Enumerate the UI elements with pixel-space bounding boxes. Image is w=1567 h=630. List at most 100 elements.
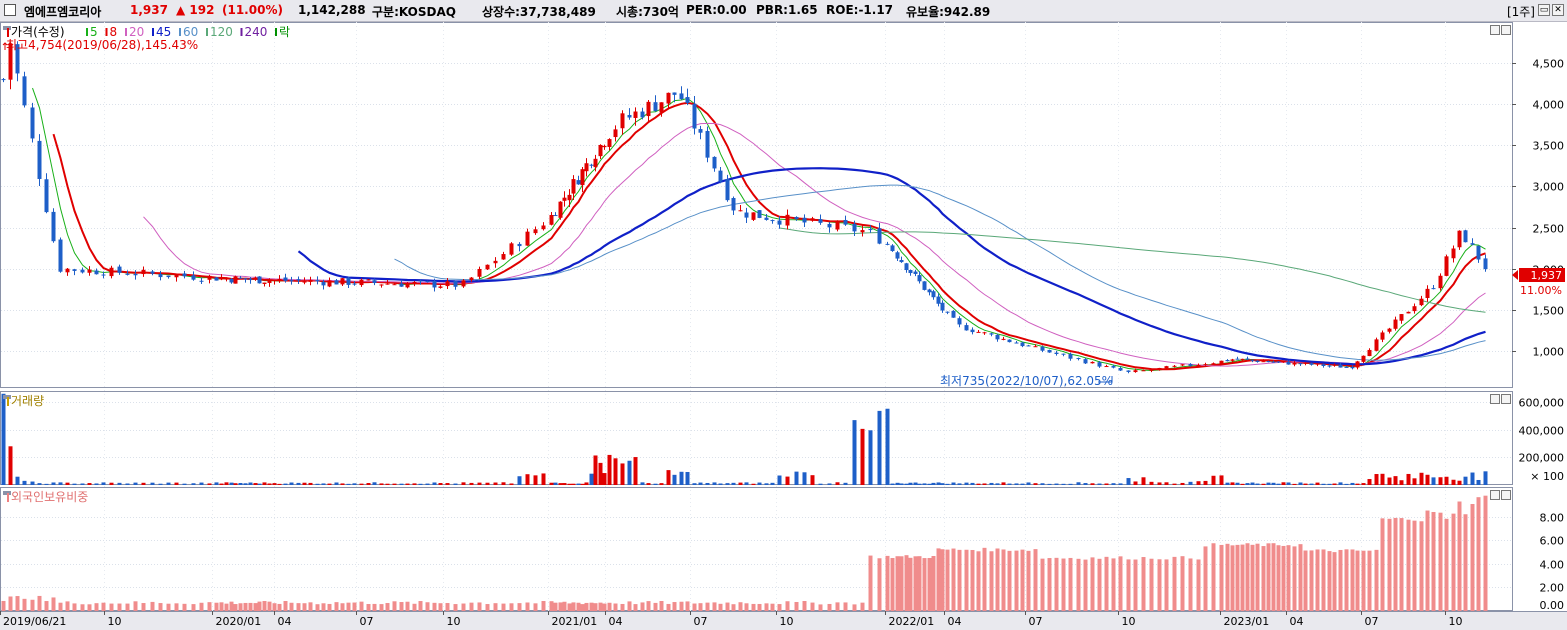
last-price-label: 1,937 — [1531, 269, 1563, 282]
foreign-bar — [1033, 549, 1038, 611]
candle-body — [593, 158, 598, 168]
candle-body — [51, 211, 56, 242]
volume-bar — [1235, 482, 1240, 485]
volume-bar — [1470, 472, 1475, 485]
volume-bar — [751, 483, 756, 485]
minimize-icon[interactable]: ▭ — [1538, 4, 1550, 16]
volume-bar — [8, 446, 13, 485]
candle-body — [1, 79, 6, 81]
foreign-tick-label: 0.00 — [1540, 599, 1565, 612]
volume-bar — [1196, 481, 1201, 485]
candle-body — [1425, 288, 1430, 298]
candle-body — [1188, 364, 1193, 366]
candle-body — [289, 280, 294, 282]
foreign-bar — [1126, 559, 1131, 611]
volume-bar — [1321, 483, 1326, 485]
foreign-bar — [65, 601, 70, 611]
candle-body — [1172, 365, 1177, 367]
reserve-ratio: 유보율:942.89 — [906, 5, 991, 19]
roe-value: ROE:-1.17 — [826, 3, 894, 17]
volume-bar — [620, 463, 625, 485]
foreign-bar — [1255, 543, 1260, 611]
foreign-bar — [352, 602, 357, 611]
foreign-bar — [731, 604, 736, 611]
volume-bar — [1040, 483, 1045, 485]
candle-body — [174, 274, 179, 278]
candle-body — [233, 276, 238, 284]
volume-bar — [1219, 475, 1224, 485]
volume-bar — [517, 476, 522, 485]
volume-bar — [366, 483, 371, 485]
volume-bar — [553, 482, 558, 485]
volume-bar — [1211, 475, 1216, 485]
legend-label-7: 락 — [279, 25, 290, 39]
panel-buttons[interactable] — [1490, 25, 1511, 500]
price-tick-label: 1,500 — [1533, 305, 1565, 318]
candle-body — [794, 216, 799, 219]
volume-bar — [890, 483, 895, 485]
last-price-pointer — [1512, 270, 1518, 280]
foreign-bar — [1180, 556, 1185, 611]
volume-bar — [1387, 477, 1392, 485]
candle-body — [1387, 328, 1392, 332]
volume-bar — [174, 482, 179, 485]
foreign-bar — [899, 556, 904, 611]
volume-bar — [646, 483, 651, 485]
time-tick-label: 2020/01 — [216, 615, 262, 628]
candle-body — [843, 219, 848, 225]
candle-body — [1412, 306, 1417, 312]
volume-bar — [1240, 483, 1245, 485]
volume-bar — [229, 482, 234, 485]
candle-body — [995, 334, 1000, 340]
volume-bar — [1104, 483, 1109, 485]
foreign-bar — [1463, 514, 1468, 611]
volume-bar — [1133, 481, 1138, 485]
period-selector[interactable]: [1주] — [1506, 5, 1535, 19]
foreign-bar — [908, 557, 913, 611]
foreign-bar — [243, 602, 248, 611]
price-panel-frame — [0, 22, 1513, 388]
volume-bar — [166, 482, 171, 485]
candle-body — [541, 225, 546, 230]
ma-45-line — [297, 167, 1486, 366]
candle-body — [580, 169, 585, 186]
candle-body — [1020, 342, 1025, 347]
select-checkbox[interactable] — [4, 4, 16, 16]
candle-body — [267, 280, 272, 283]
candle-body — [1133, 370, 1138, 373]
candle-body — [346, 277, 351, 285]
volume-bar — [379, 483, 384, 485]
stock-info-bar: 엠에프엠코리아 1,937 ▲ 192 (11.00%) 1,142,288 구… — [0, 0, 1567, 22]
foreign-bar — [1483, 495, 1488, 611]
volume-bar — [1367, 479, 1372, 485]
candle-body — [785, 214, 790, 226]
foreign-bar — [517, 603, 522, 611]
candle-body — [1380, 332, 1385, 340]
foreign-bar — [432, 602, 437, 611]
volume-bar — [1007, 483, 1012, 485]
candle-body — [438, 286, 443, 288]
volume-bar — [877, 410, 882, 485]
candle-body — [1245, 358, 1250, 360]
y-axis-labels: 4,5004,0003,5003,0002,5002,0001,5001,000… — [1512, 58, 1565, 612]
volume-panel-frame — [0, 391, 1513, 485]
volume-bar — [1261, 483, 1266, 485]
stock-name[interactable]: 엠에프엠코리아 — [24, 5, 102, 19]
price-legend: 가격(수정) 5 8 20 45 60 120 240 락 — [3, 25, 290, 39]
candle-body — [731, 198, 736, 211]
close-icon[interactable]: ✕ — [1552, 4, 1564, 16]
candle-body — [1104, 366, 1109, 368]
foreign-bar — [461, 603, 466, 611]
foreign-bar — [685, 601, 690, 611]
volume-bar — [385, 483, 390, 485]
candle-body — [1332, 364, 1337, 366]
candle-body — [1438, 275, 1443, 289]
foreign-bar — [469, 602, 474, 611]
candle-body — [340, 278, 345, 285]
foreign-bar — [751, 603, 756, 611]
candle-body — [1309, 363, 1314, 365]
candle-body — [1240, 358, 1245, 360]
candle-body — [1374, 339, 1379, 351]
volume-bar — [1188, 481, 1193, 485]
